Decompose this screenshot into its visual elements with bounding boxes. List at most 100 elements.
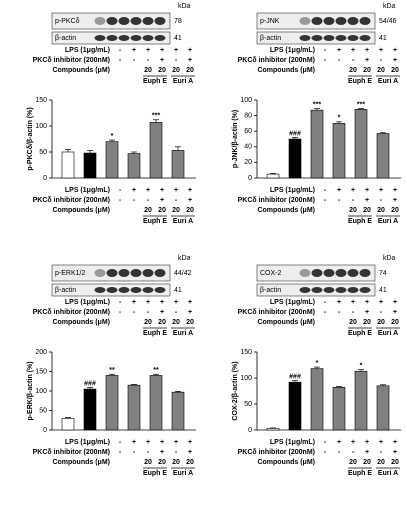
blot-band bbox=[154, 269, 166, 277]
treatment-mark: 20 bbox=[363, 67, 371, 74]
blot-band bbox=[311, 17, 323, 25]
treatment-mark: - bbox=[147, 197, 150, 204]
treatment-mark: - bbox=[175, 449, 178, 456]
treatment-mark: - bbox=[324, 187, 327, 194]
treatment-mark: - bbox=[147, 449, 150, 456]
blot-band bbox=[323, 35, 335, 41]
treatment-mark: + bbox=[188, 187, 192, 194]
significance: ### bbox=[289, 373, 301, 380]
blot-band bbox=[130, 17, 142, 25]
group-label: Euph E bbox=[348, 78, 372, 85]
kda-label: kDa bbox=[178, 255, 191, 262]
blot-band bbox=[359, 17, 371, 25]
blot-label: β-actin bbox=[260, 35, 281, 42]
blot-kda: 41 bbox=[379, 287, 387, 294]
treatment-mark: + bbox=[174, 299, 178, 306]
group-label: Euri A bbox=[173, 78, 193, 85]
treatment-mark: - bbox=[133, 197, 136, 204]
blot-band bbox=[299, 35, 311, 41]
treatment-mark: + bbox=[160, 47, 164, 54]
blot-band bbox=[118, 287, 130, 293]
blot-label: β-actin bbox=[55, 287, 76, 294]
treatment-mark: + bbox=[160, 187, 164, 194]
treatment-label: LPS (1μg/mL) bbox=[65, 47, 110, 54]
treatment-mark: + bbox=[174, 187, 178, 194]
y-tick-label: 60 bbox=[244, 128, 252, 135]
blot-band bbox=[94, 269, 106, 277]
treatment-mark: + bbox=[132, 187, 136, 194]
treatment-mark: + bbox=[337, 47, 341, 54]
blot-label: β-actin bbox=[55, 35, 76, 42]
treatment-label: LPS (1μg/mL) bbox=[270, 299, 315, 306]
treatment-mark: + bbox=[146, 299, 150, 306]
y-tick-label: 0 bbox=[248, 427, 252, 434]
treatment-label: LPS (1μg/mL) bbox=[65, 439, 110, 446]
treatment-mark: - bbox=[119, 47, 122, 54]
bar bbox=[149, 375, 163, 431]
treatment-mark: - bbox=[175, 309, 178, 316]
bar bbox=[332, 123, 346, 179]
bar bbox=[266, 173, 280, 179]
treatment-mark: + bbox=[160, 299, 164, 306]
treatment-mark: 20 bbox=[363, 319, 371, 326]
treatment-mark: + bbox=[146, 439, 150, 446]
y-axis-label: p-JNK/β-actin (%) bbox=[232, 110, 239, 168]
treatment-mark: - bbox=[119, 299, 122, 306]
blot-band bbox=[359, 287, 371, 293]
treatment-mark: - bbox=[119, 57, 122, 64]
bar bbox=[127, 384, 141, 431]
group-label: Euri A bbox=[378, 78, 398, 85]
bar bbox=[376, 133, 390, 179]
bar bbox=[61, 151, 75, 179]
treatment-label: LPS (1μg/mL) bbox=[270, 187, 315, 194]
y-tick-label: 200 bbox=[35, 349, 47, 356]
treatment-mark: 20 bbox=[186, 459, 194, 466]
blot-band bbox=[106, 17, 118, 25]
treatment-mark: + bbox=[393, 57, 397, 64]
group-label: Euri A bbox=[378, 330, 398, 337]
blot-kda: 41 bbox=[174, 35, 182, 42]
treatment-mark: - bbox=[352, 57, 355, 64]
blot-band bbox=[154, 17, 166, 25]
bar bbox=[266, 428, 280, 431]
treatment-mark: 20 bbox=[172, 319, 180, 326]
blot-band bbox=[347, 269, 359, 277]
treatment-mark: + bbox=[160, 439, 164, 446]
treatment-label: LPS (1μg/mL) bbox=[65, 299, 110, 306]
treatment-mark: 20 bbox=[377, 459, 385, 466]
blot-band bbox=[106, 287, 118, 293]
blot-band bbox=[154, 35, 166, 41]
treatment-mark: 20 bbox=[391, 67, 399, 74]
significance: *** bbox=[152, 113, 160, 120]
blot-band bbox=[323, 269, 335, 277]
significance: ** bbox=[153, 367, 159, 374]
y-tick-label: 20 bbox=[244, 159, 252, 166]
treatment-mark: - bbox=[324, 57, 327, 64]
group-label: Euph E bbox=[143, 218, 167, 225]
treatment-mark: + bbox=[393, 449, 397, 456]
treatment-label: Compounds (μM) bbox=[257, 207, 315, 214]
treatment-mark: - bbox=[324, 449, 327, 456]
treatment-mark: 20 bbox=[349, 459, 357, 466]
treatment-mark: + bbox=[188, 309, 192, 316]
treatment-mark: + bbox=[393, 47, 397, 54]
treatment-mark: 20 bbox=[158, 319, 166, 326]
blot-band bbox=[118, 269, 130, 277]
treatment-mark: + bbox=[160, 309, 164, 316]
y-tick-label: 0 bbox=[248, 175, 252, 182]
treatment-mark: + bbox=[146, 47, 150, 54]
blot-kda: 74 bbox=[379, 270, 387, 277]
blot-label: p-JNK bbox=[260, 18, 280, 25]
y-tick-label: 50 bbox=[39, 149, 47, 156]
treatment-mark: + bbox=[337, 439, 341, 446]
treatment-mark: - bbox=[119, 197, 122, 204]
bar bbox=[354, 370, 368, 431]
treatment-mark: + bbox=[188, 449, 192, 456]
treatment-mark: - bbox=[380, 57, 383, 64]
treatment-mark: - bbox=[133, 309, 136, 316]
significance: *** bbox=[313, 101, 321, 108]
blot-band bbox=[106, 35, 118, 41]
y-tick-label: 40 bbox=[244, 144, 252, 151]
treatment-mark: - bbox=[147, 57, 150, 64]
treatment-mark: + bbox=[393, 309, 397, 316]
